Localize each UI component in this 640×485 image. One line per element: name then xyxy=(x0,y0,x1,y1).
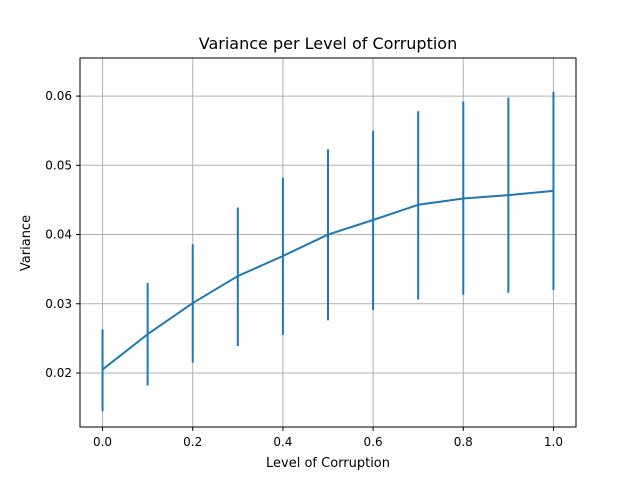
y-tick-label: 0.04 xyxy=(45,228,72,242)
y-tick-label: 0.02 xyxy=(45,366,72,380)
chart-title: Variance per Level of Corruption xyxy=(199,34,457,53)
x-axis-label: Level of Corruption xyxy=(266,456,390,471)
y-tick-label: 0.03 xyxy=(45,297,72,311)
x-tick-label: 0.4 xyxy=(273,435,292,449)
x-tick-label: 0.6 xyxy=(364,435,383,449)
y-tick-label: 0.06 xyxy=(45,89,72,103)
x-tick-label: 0.2 xyxy=(183,435,202,449)
x-tick-label: 1.0 xyxy=(544,435,563,449)
x-tick-label: 0.8 xyxy=(454,435,473,449)
y-axis-label: Variance xyxy=(19,215,34,271)
y-tick-label: 0.05 xyxy=(45,158,72,172)
x-tick-label: 0.0 xyxy=(93,435,112,449)
